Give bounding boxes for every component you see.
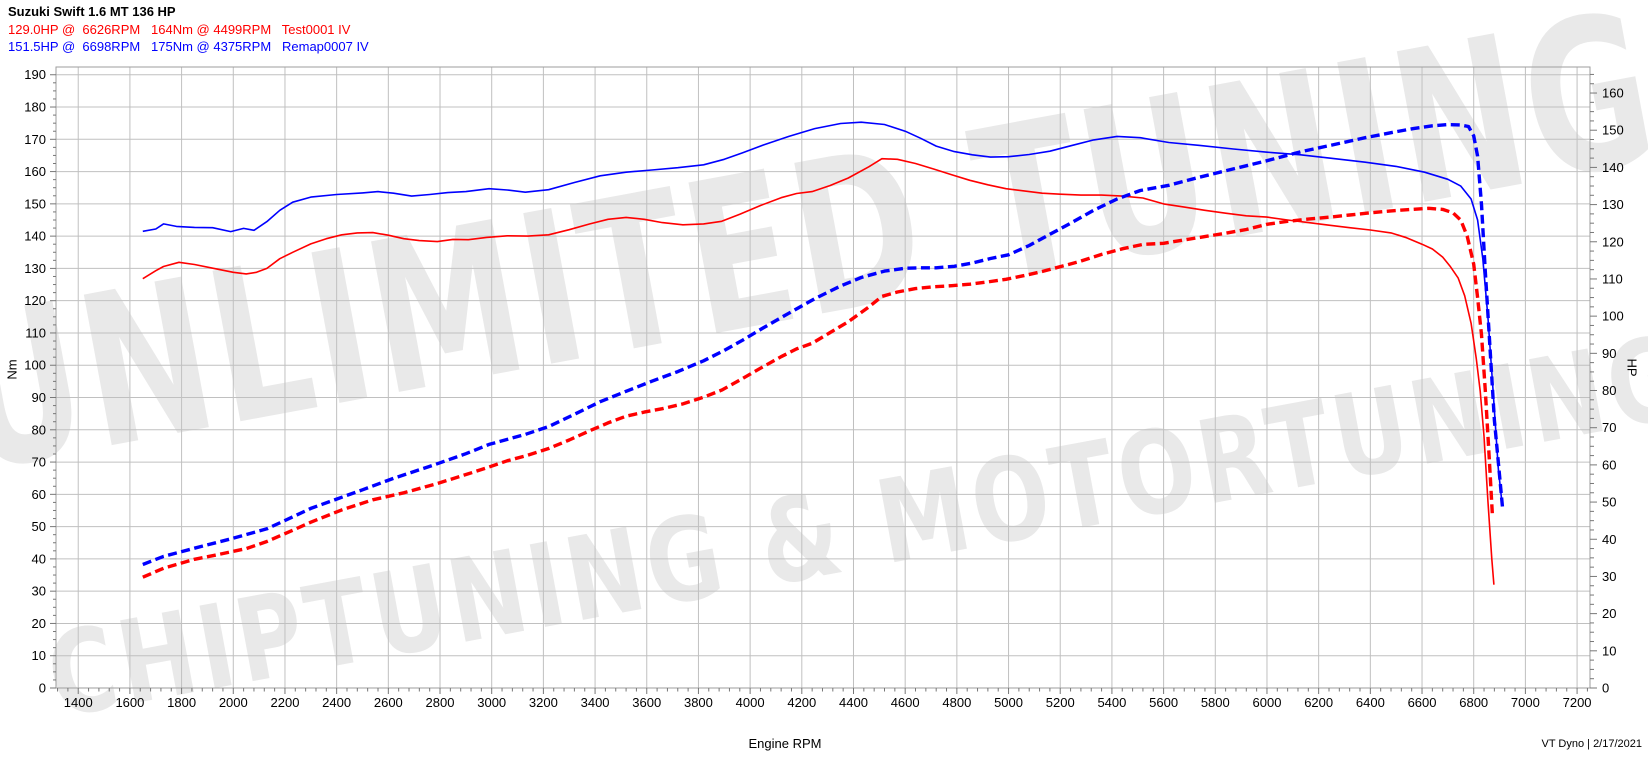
svg-text:3400: 3400	[581, 695, 610, 710]
svg-text:120: 120	[1602, 234, 1624, 249]
svg-text:4600: 4600	[891, 695, 920, 710]
svg-text:130: 130	[24, 261, 46, 276]
svg-text:7000: 7000	[1511, 695, 1540, 710]
svg-text:5600: 5600	[1149, 695, 1178, 710]
svg-text:30: 30	[32, 584, 46, 599]
svg-text:130: 130	[1602, 197, 1624, 212]
svg-text:2800: 2800	[426, 695, 455, 710]
svg-text:0: 0	[39, 681, 46, 696]
right-axis-label: HP	[1624, 358, 1640, 377]
svg-text:6200: 6200	[1304, 695, 1333, 710]
svg-text:4400: 4400	[839, 695, 868, 710]
svg-text:190: 190	[24, 67, 46, 82]
svg-text:150: 150	[1602, 123, 1624, 138]
svg-text:6400: 6400	[1356, 695, 1385, 710]
svg-text:160: 160	[1602, 86, 1624, 101]
svg-text:180: 180	[24, 100, 46, 115]
legend-run-stock: 129.0HP @ 6626RPM 164Nm @ 4499RPM Test00…	[8, 22, 351, 37]
dyno-software-credit: VT Dyno | 2/17/2021	[1541, 738, 1643, 750]
svg-text:5200: 5200	[1046, 695, 1075, 710]
svg-text:20: 20	[32, 616, 46, 631]
svg-text:40: 40	[1602, 532, 1616, 547]
svg-text:2200: 2200	[271, 695, 300, 710]
svg-text:140: 140	[24, 229, 46, 244]
torque-curve-remap0007	[142, 121, 1503, 505]
svg-text:6800: 6800	[1459, 695, 1488, 710]
chart-title: Suzuki Swift 1.6 MT 136 HP	[8, 4, 176, 19]
svg-text:10: 10	[32, 648, 46, 663]
svg-text:60: 60	[1602, 457, 1616, 472]
svg-text:110: 110	[1602, 271, 1623, 286]
svg-text:90: 90	[32, 390, 46, 405]
svg-text:4200: 4200	[787, 695, 816, 710]
svg-text:140: 140	[1602, 160, 1624, 175]
svg-text:6000: 6000	[1253, 695, 1282, 710]
svg-text:160: 160	[24, 164, 46, 179]
svg-text:7200: 7200	[1563, 695, 1592, 710]
svg-text:3200: 3200	[529, 695, 558, 710]
grid-horizontal	[56, 74, 1590, 657]
svg-text:5800: 5800	[1201, 695, 1230, 710]
svg-text:2000: 2000	[219, 695, 248, 710]
svg-text:70: 70	[32, 455, 46, 470]
svg-text:5000: 5000	[994, 695, 1023, 710]
svg-text:4800: 4800	[942, 695, 971, 710]
svg-text:20: 20	[1602, 606, 1616, 621]
svg-text:1800: 1800	[167, 695, 196, 710]
svg-text:6600: 6600	[1408, 695, 1437, 710]
left-axis-label: Nm	[4, 359, 20, 380]
svg-text:30: 30	[1602, 569, 1616, 584]
plot-border	[55, 66, 1591, 689]
svg-text:120: 120	[24, 293, 46, 308]
power-curve-test0001	[142, 206, 1494, 579]
svg-text:3000: 3000	[477, 695, 506, 710]
left-axis-ticks: 0 10 20 30 40 50 60 70 80 90 100 110 120 130 140 150 160…	[24, 67, 56, 696]
svg-text:100: 100	[1602, 309, 1624, 324]
svg-text:1600: 1600	[115, 695, 144, 710]
power-curve-remap0007	[142, 122, 1505, 567]
grid-vertical	[77, 67, 1578, 688]
x-axis-label: Engine RPM	[748, 736, 822, 751]
svg-text:60: 60	[32, 487, 46, 502]
legend-run-remap: 151.5HP @ 6698RPM 175Nm @ 4375RPM Remap0…	[8, 39, 369, 54]
svg-text:40: 40	[32, 551, 46, 566]
svg-text:80: 80	[32, 422, 46, 437]
svg-text:3600: 3600	[632, 695, 661, 710]
svg-text:0: 0	[1602, 681, 1609, 696]
svg-text:2600: 2600	[374, 695, 403, 710]
svg-text:70: 70	[1602, 420, 1616, 435]
svg-text:50: 50	[32, 519, 46, 534]
svg-text:80: 80	[1602, 383, 1616, 398]
svg-text:3800: 3800	[684, 695, 713, 710]
svg-text:1400: 1400	[64, 695, 93, 710]
svg-text:4000: 4000	[736, 695, 765, 710]
torque-curve-test0001	[142, 157, 1495, 585]
x-axis-ticks: 1400 1600 1800 2000 2200 2400 2600 2800 3000 3200…	[57, 688, 1592, 710]
svg-text:90: 90	[1602, 346, 1616, 361]
svg-text:10: 10	[1602, 643, 1616, 658]
svg-text:50: 50	[1602, 495, 1616, 510]
svg-text:100: 100	[24, 358, 46, 373]
svg-text:110: 110	[25, 325, 46, 340]
svg-text:5400: 5400	[1097, 695, 1126, 710]
right-axis-ticks: 0 10 20 30 40 50 60 70 80 90 100 110 120 130 140 150 160	[1590, 73, 1624, 696]
svg-text:150: 150	[24, 196, 46, 211]
svg-text:170: 170	[24, 132, 46, 147]
svg-text:2400: 2400	[322, 695, 351, 710]
